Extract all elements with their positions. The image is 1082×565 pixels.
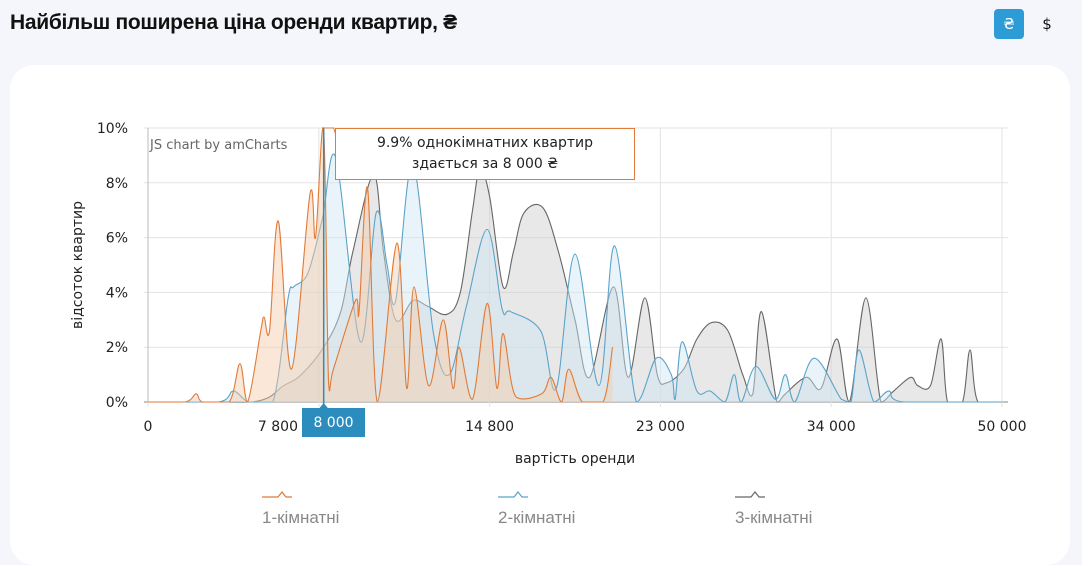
- series-area-1: [148, 127, 613, 402]
- series-line-2: [148, 153, 1002, 403]
- legend-marker-icon: [262, 491, 292, 498]
- cursor-pointer: [318, 403, 329, 409]
- y-tick-label: 4%: [106, 285, 128, 301]
- y-tick-label: 10%: [97, 121, 128, 137]
- series-line-1: [148, 127, 614, 403]
- legend-label: 2-кімнатні: [498, 508, 576, 527]
- legend-label: 3-кімнатні: [735, 508, 813, 527]
- axes: 0% 2% 4% 6% 8% 10% 0 7 800 14 800 23 000 34 000 50 …: [97, 121, 1027, 435]
- series-line-3: [148, 168, 1002, 403]
- x-tick-label: 0: [144, 419, 153, 435]
- tooltip-line-1: 9.9% однокімнатних квартир: [376, 135, 594, 151]
- series-area-2: [148, 154, 1002, 402]
- series-2: [148, 153, 1002, 403]
- legend-marker-icon: [498, 491, 528, 498]
- legend-item-3-room[interactable]: 3-кімнатні: [735, 486, 812, 528]
- cursor-x-label: 8 000: [302, 408, 365, 437]
- y-tick-label: 0%: [106, 395, 128, 411]
- x-tick-label: 14 800: [465, 419, 514, 435]
- y-tick-label: 8%: [106, 176, 128, 192]
- series-layer: [148, 127, 1002, 403]
- series-3: [148, 168, 1002, 403]
- page-title: Найбільш поширена ціна оренди квартир, ₴: [10, 11, 457, 34]
- x-tick-label: 50 000: [978, 419, 1027, 435]
- x-tick-label: 7 800: [258, 419, 298, 435]
- tooltip-line-2: здається за 8 000 ₴: [411, 156, 559, 172]
- amcharts-credit[interactable]: JS chart by amCharts: [149, 138, 288, 153]
- series-area-3: [148, 168, 1002, 402]
- x-tick-label: 23 000: [636, 419, 685, 435]
- x-tick-label: 34 000: [807, 419, 856, 435]
- legend-label: 1-кімнатні: [262, 508, 340, 527]
- y-axis-title: відсоток квартир: [70, 201, 86, 329]
- currency-usd-button[interactable]: $: [1042, 15, 1052, 33]
- legend-marker-icon: [735, 491, 765, 498]
- y-tick-label: 6%: [106, 231, 128, 247]
- currency-uah-button[interactable]: ₴: [994, 9, 1024, 39]
- legend-item-2-room[interactable]: 2-кімнатні: [498, 486, 575, 528]
- chart[interactable]: 0% 2% 4% 6% 8% 10% 0 7 800 14 800 23 000 34 000 50 …: [0, 0, 1082, 548]
- legend-item-1-room[interactable]: 1-кімнатні: [262, 486, 339, 528]
- series-1: [148, 127, 614, 403]
- y-tick-label: 2%: [106, 340, 128, 356]
- x-axis-title: вартість оренди: [515, 451, 635, 467]
- chart-tooltip: 9.9% однокімнатних квартир здається за 8…: [335, 128, 635, 180]
